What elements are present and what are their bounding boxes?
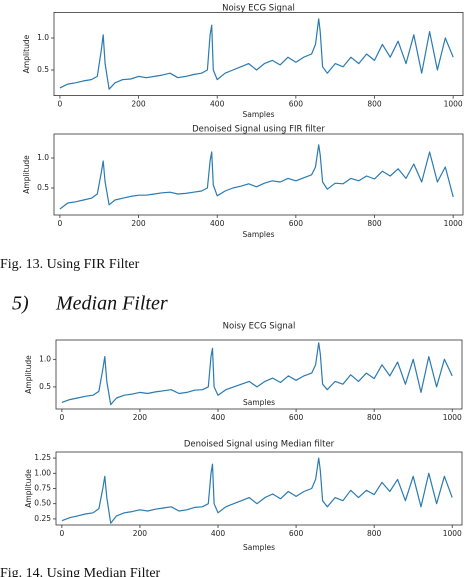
x-tick-label: 0 xyxy=(58,100,63,109)
x-tick-label: 800 xyxy=(367,413,382,422)
x-tick-label: 800 xyxy=(367,100,382,109)
signal-line xyxy=(61,457,453,524)
section-title: Median Filter xyxy=(55,293,168,315)
x-tick-label: 400 xyxy=(211,413,226,422)
y-tick-label: 0.5 xyxy=(39,382,51,391)
x-tick-label: 400 xyxy=(210,219,225,228)
x-tick-label: 1000 xyxy=(444,219,463,228)
y-tick-label: 1.0 xyxy=(37,33,49,42)
x-tick-label: 600 xyxy=(289,529,304,538)
x-axis-label: Samples xyxy=(243,398,275,407)
chart-title: Noisy ECG Signal xyxy=(222,4,295,14)
y-tick-label: 0.75 xyxy=(34,484,51,493)
y-tick-label: 0.5 xyxy=(37,65,49,74)
axes-frame xyxy=(53,133,464,216)
x-tick-label: 800 xyxy=(367,219,382,228)
chart-title: Noisy ECG Signal xyxy=(223,322,296,332)
y-axis-label: Amplitude xyxy=(24,355,33,394)
axes-frame xyxy=(53,11,464,96)
x-tick-label: 600 xyxy=(289,413,304,422)
signal-line xyxy=(59,18,454,90)
axes-frame xyxy=(55,451,463,526)
x-tick-label: 200 xyxy=(133,529,148,538)
x-tick-label: 200 xyxy=(131,219,146,228)
x-tick-label: 200 xyxy=(133,413,148,422)
signal-line xyxy=(59,144,454,210)
y-tick-label: 0.5 xyxy=(37,183,49,192)
signal-line xyxy=(61,342,453,406)
x-tick-label: 600 xyxy=(289,100,304,109)
y-axis-label: Amplitude xyxy=(22,34,31,73)
x-axis-label: Samples xyxy=(242,110,274,119)
x-tick-label: 200 xyxy=(131,100,146,109)
x-axis-label: Samples xyxy=(242,230,274,239)
y-tick-label: 0.25 xyxy=(34,514,51,523)
y-axis-label: Amplitude xyxy=(24,469,33,508)
x-tick-label: 400 xyxy=(210,100,225,109)
figure-caption: Fig. 13. Using FIR Filter xyxy=(0,257,140,272)
x-axis-label: Samples xyxy=(243,543,275,552)
chart-title: Denoised Signal using Median filter xyxy=(184,440,335,450)
x-tick-label: 0 xyxy=(59,529,64,538)
y-tick-label: 0.50 xyxy=(34,499,51,508)
y-axis-label: Amplitude xyxy=(22,155,31,194)
x-tick-label: 1000 xyxy=(444,100,463,109)
x-tick-label: 0 xyxy=(59,413,64,422)
figure-caption: Fig. 14. Using Median Filter xyxy=(0,566,161,577)
axes-frame xyxy=(55,339,463,410)
x-tick-label: 600 xyxy=(289,219,304,228)
y-tick-label: 1.0 xyxy=(37,153,49,162)
y-tick-label: 1.0 xyxy=(39,354,51,363)
x-tick-label: 1000 xyxy=(443,529,462,538)
x-tick-label: 0 xyxy=(58,219,63,228)
y-tick-label: 1.00 xyxy=(34,468,51,477)
chart-title: Denoised Signal using FIR filter xyxy=(192,125,325,135)
x-tick-label: 800 xyxy=(367,529,382,538)
x-tick-label: 1000 xyxy=(443,413,462,422)
x-tick-label: 400 xyxy=(211,529,226,538)
y-tick-label: 1.25 xyxy=(34,453,51,462)
section-number: 5) xyxy=(12,293,29,315)
